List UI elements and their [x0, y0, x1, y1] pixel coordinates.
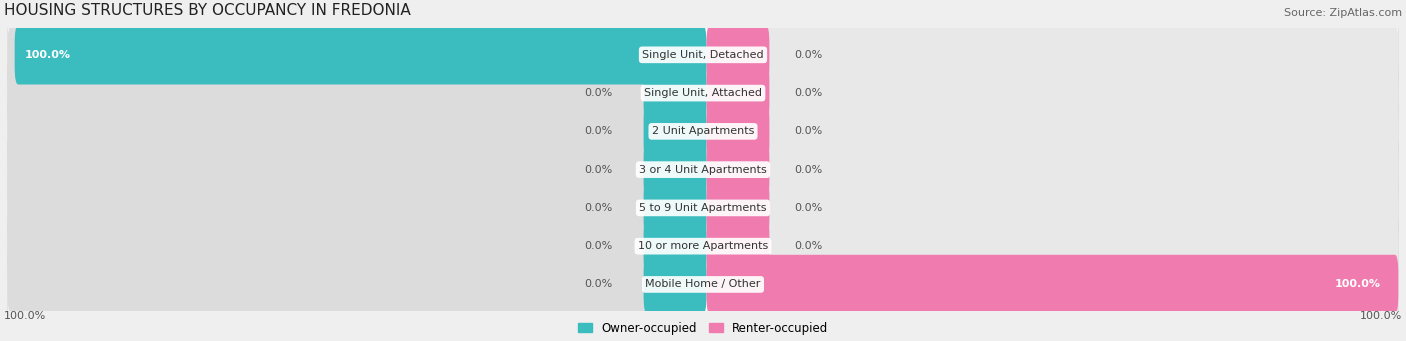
Text: 0.0%: 0.0% [794, 88, 823, 98]
FancyBboxPatch shape [7, 178, 700, 238]
FancyBboxPatch shape [706, 63, 769, 123]
Text: 0.0%: 0.0% [794, 50, 823, 60]
Text: 0.0%: 0.0% [583, 127, 612, 136]
FancyBboxPatch shape [7, 94, 1399, 169]
FancyBboxPatch shape [706, 102, 1399, 161]
FancyBboxPatch shape [7, 140, 700, 199]
FancyBboxPatch shape [7, 217, 700, 276]
Text: HOUSING STRUCTURES BY OCCUPANCY IN FREDONIA: HOUSING STRUCTURES BY OCCUPANCY IN FREDO… [4, 3, 411, 18]
FancyBboxPatch shape [706, 25, 769, 85]
Text: 0.0%: 0.0% [794, 203, 823, 213]
FancyBboxPatch shape [706, 102, 769, 161]
FancyBboxPatch shape [7, 102, 700, 161]
Text: 0.0%: 0.0% [583, 165, 612, 175]
Text: 10 or more Apartments: 10 or more Apartments [638, 241, 768, 251]
Text: Source: ZipAtlas.com: Source: ZipAtlas.com [1284, 9, 1402, 18]
FancyBboxPatch shape [7, 63, 700, 123]
Text: 0.0%: 0.0% [583, 279, 612, 290]
FancyBboxPatch shape [706, 178, 1399, 238]
Text: 0.0%: 0.0% [583, 203, 612, 213]
Text: 0.0%: 0.0% [583, 88, 612, 98]
FancyBboxPatch shape [14, 25, 706, 85]
FancyBboxPatch shape [706, 63, 1399, 123]
FancyBboxPatch shape [706, 217, 769, 276]
Text: 100.0%: 100.0% [1334, 279, 1381, 290]
FancyBboxPatch shape [706, 255, 1399, 314]
FancyBboxPatch shape [706, 217, 1399, 276]
FancyBboxPatch shape [7, 255, 700, 314]
FancyBboxPatch shape [644, 63, 706, 123]
FancyBboxPatch shape [7, 209, 1399, 284]
FancyBboxPatch shape [644, 178, 706, 238]
Text: 3 or 4 Unit Apartments: 3 or 4 Unit Apartments [640, 165, 766, 175]
FancyBboxPatch shape [644, 102, 706, 161]
FancyBboxPatch shape [706, 178, 769, 238]
FancyBboxPatch shape [7, 170, 1399, 246]
Text: Mobile Home / Other: Mobile Home / Other [645, 279, 761, 290]
Text: Single Unit, Attached: Single Unit, Attached [644, 88, 762, 98]
FancyBboxPatch shape [644, 217, 706, 276]
FancyBboxPatch shape [7, 17, 1399, 92]
Text: 0.0%: 0.0% [794, 165, 823, 175]
FancyBboxPatch shape [644, 255, 706, 314]
FancyBboxPatch shape [706, 25, 1399, 85]
Legend: Owner-occupied, Renter-occupied: Owner-occupied, Renter-occupied [572, 317, 834, 339]
Text: 0.0%: 0.0% [794, 241, 823, 251]
FancyBboxPatch shape [7, 132, 1399, 207]
Text: 2 Unit Apartments: 2 Unit Apartments [652, 127, 754, 136]
Text: Single Unit, Detached: Single Unit, Detached [643, 50, 763, 60]
Text: 5 to 9 Unit Apartments: 5 to 9 Unit Apartments [640, 203, 766, 213]
FancyBboxPatch shape [706, 140, 769, 199]
FancyBboxPatch shape [7, 25, 700, 85]
FancyBboxPatch shape [7, 247, 1399, 322]
FancyBboxPatch shape [7, 56, 1399, 131]
Text: 0.0%: 0.0% [583, 241, 612, 251]
FancyBboxPatch shape [706, 255, 1399, 314]
Text: 100.0%: 100.0% [1360, 311, 1402, 321]
Text: 0.0%: 0.0% [794, 127, 823, 136]
Text: 100.0%: 100.0% [4, 311, 46, 321]
FancyBboxPatch shape [706, 140, 1399, 199]
FancyBboxPatch shape [644, 140, 706, 199]
Text: 100.0%: 100.0% [25, 50, 72, 60]
